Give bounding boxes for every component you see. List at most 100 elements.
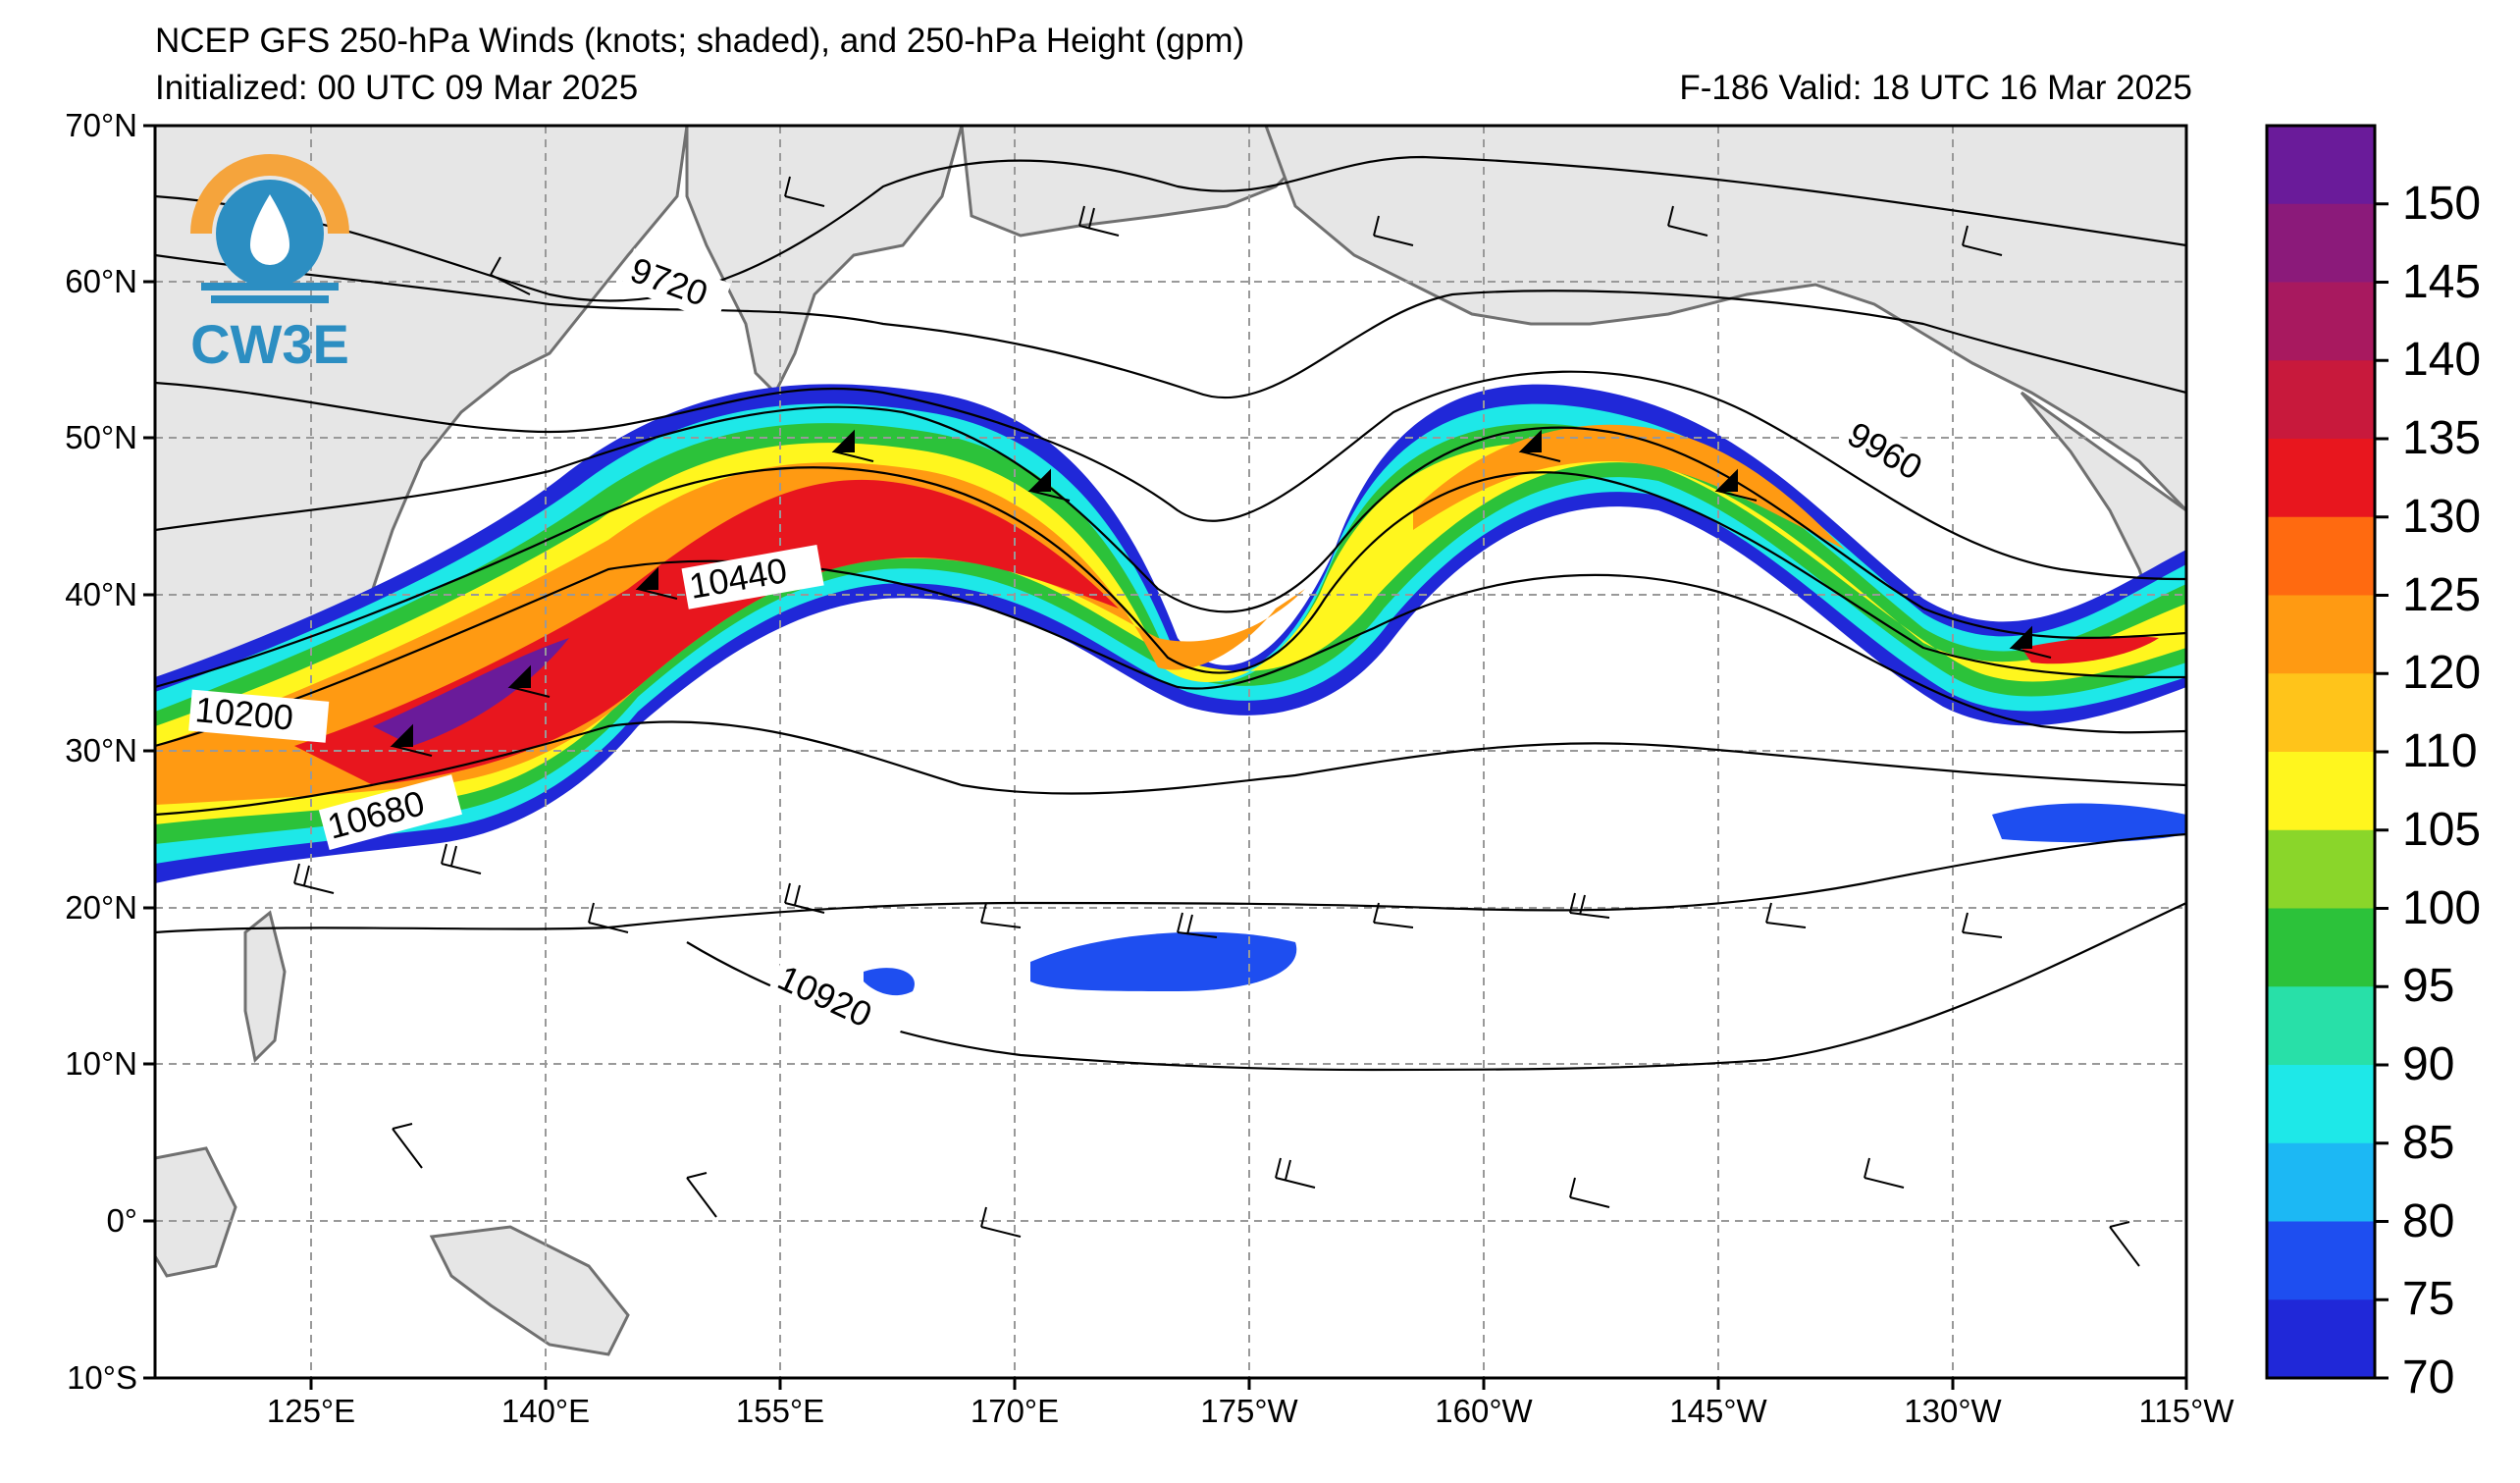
height-contours (155, 155, 2186, 1072)
philippines-island (243, 910, 287, 1064)
colorbar-segment (2267, 126, 2375, 205)
contour-line (155, 253, 2186, 399)
wind-barb (1962, 225, 2003, 256)
colorbar-label: 110 (2402, 725, 2478, 777)
lon-label: 115°W (2138, 1393, 2234, 1429)
borneo-island (155, 1146, 237, 1278)
lat-label: 20°N (65, 889, 137, 926)
lon-label: 155°E (735, 1393, 825, 1429)
wind-barbs (293, 176, 2140, 1267)
contour-label-10200: 10200 (193, 689, 294, 738)
colorbar-segment (2267, 595, 2375, 674)
colorbar-label: 145 (2402, 255, 2482, 308)
new-guinea-island (429, 1225, 630, 1356)
lon-label: 175°W (1200, 1393, 1298, 1429)
wind-barb (2109, 1221, 2140, 1267)
colorbar-label: 120 (2402, 647, 2482, 700)
wind-barb-flag (635, 566, 678, 600)
valid-time: F-186 Valid: 18 UTC 16 Mar 2025 (1679, 69, 2192, 107)
wind-barb (1569, 1177, 1610, 1208)
contour-line (155, 466, 2186, 689)
wind-barb (784, 882, 825, 914)
lon-label: 160°W (1435, 1393, 1533, 1429)
contour-line (155, 370, 2186, 581)
colorbar-segment (2267, 908, 2375, 987)
colorbar (2265, 124, 2389, 1380)
colorbar-segment (2267, 829, 2375, 909)
contour-line (155, 155, 2186, 302)
lat-label: 70°N (65, 107, 137, 143)
wind-barb (1765, 902, 1807, 928)
wind-barb-flag (507, 664, 551, 698)
lat-label: 30°N (65, 732, 137, 768)
axis-ticks (143, 124, 2188, 1390)
logo-arc-icon (190, 154, 349, 235)
wind-barb (1667, 205, 1708, 237)
lon-label: 130°W (1904, 1393, 2002, 1429)
lon-label: 125°E (266, 1393, 356, 1429)
logo-text: CW3E (190, 313, 349, 375)
patch-east-blue (1992, 803, 2186, 843)
colorbar-label: 105 (2402, 803, 2482, 856)
jet-core-east-red (2021, 636, 2159, 664)
wind-barb (1177, 912, 1218, 938)
wind-barb (980, 902, 1022, 928)
colorbar-label: 70 (2402, 1351, 2455, 1404)
wind-barb (392, 1123, 423, 1169)
colorbar-segment (2267, 986, 2375, 1066)
jet-core-red (294, 479, 1119, 785)
wind-barb-flag (1027, 468, 1071, 502)
wind-barb-flag (1714, 468, 1758, 502)
jet-band-orange-east (1413, 424, 1845, 550)
wind-barb-flag (831, 429, 874, 462)
colorbar-segment (2267, 752, 2375, 831)
colorbar-segment (2267, 516, 2375, 596)
wind-barb (686, 1172, 717, 1218)
colorbar-label: 85 (2402, 1116, 2455, 1169)
lat-label: 40°N (65, 576, 137, 612)
wind-barb-flag (2009, 625, 2052, 659)
colorbar-label: 90 (2402, 1038, 2455, 1090)
lon-label: 145°W (1669, 1393, 1767, 1429)
wind-barb (1373, 215, 1414, 246)
colorbar-segment (2267, 1299, 2375, 1379)
wind-barb-flag (1518, 429, 1561, 462)
alaska-landmass (1264, 126, 2186, 513)
colorbar-segment (2267, 282, 2375, 361)
initialized-time: Initialized: 00 UTC 09 Mar 2025 (155, 69, 639, 107)
wind-barb (1864, 1157, 1905, 1189)
colorbar-segment (2267, 203, 2375, 283)
patch-tropical-blue (1030, 931, 1297, 991)
wind-barb (490, 256, 531, 295)
logo-drop-shape (250, 194, 289, 265)
colorbar-segment (2267, 360, 2375, 440)
wind-barb (1373, 902, 1414, 928)
kamchatka-landmass (685, 126, 964, 396)
lat-label: 0° (106, 1202, 137, 1239)
colorbar-segment (2267, 1142, 2375, 1222)
colorbar-label: 140 (2402, 334, 2482, 387)
contour-line (155, 832, 2186, 934)
wind-barb (1275, 1157, 1316, 1189)
wind-barb (1962, 912, 2003, 938)
lat-label: 50°N (65, 419, 137, 455)
colorbar-label: 150 (2402, 177, 2482, 230)
colorbar-segment (2267, 1221, 2375, 1300)
colorbar-label: 75 (2402, 1273, 2455, 1326)
wind-shading (155, 384, 2186, 996)
lon-label: 140°E (500, 1393, 591, 1429)
lat-label: 10°S (67, 1359, 137, 1396)
colorbar-label: 135 (2402, 412, 2482, 464)
patch-tropical-blue-small (864, 968, 915, 996)
lon-label: 170°E (970, 1393, 1060, 1429)
colorbar-label: 130 (2402, 490, 2482, 543)
contour-line (155, 720, 2186, 817)
cw3e-logo: CW3E (190, 154, 349, 375)
wind-barb (980, 1206, 1022, 1238)
colorbar-label: 100 (2402, 881, 2482, 934)
wind-barb (588, 902, 629, 933)
wind-barb-flag (390, 723, 433, 757)
jet-core-purple (373, 638, 569, 746)
wind-barb (293, 863, 335, 894)
